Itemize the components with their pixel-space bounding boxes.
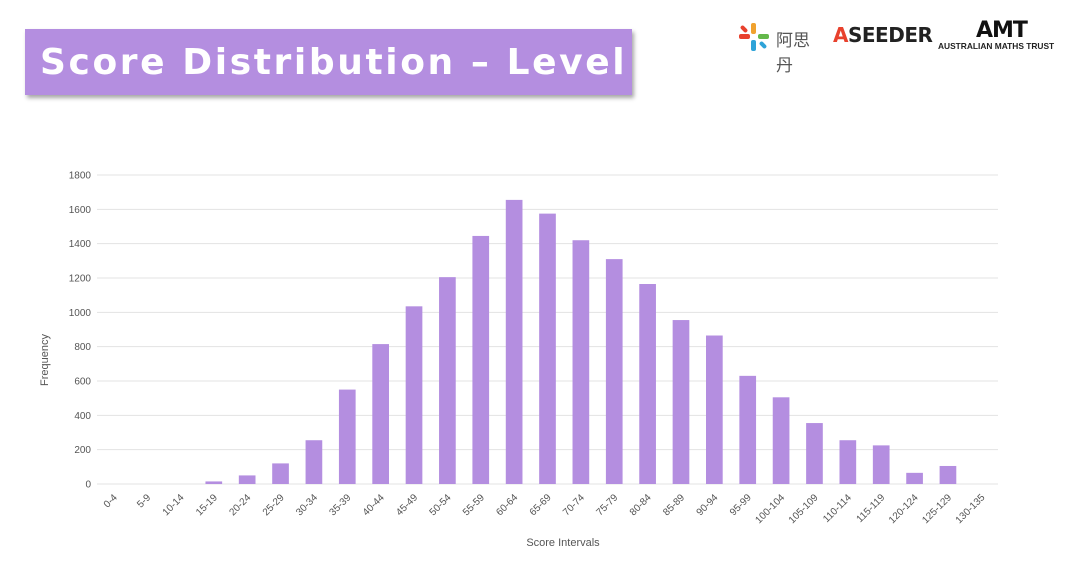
aseeder-logo: ASEEDER — [833, 23, 933, 47]
x-tick-label: 5-9 — [135, 492, 153, 510]
x-tick-label: 60-64 — [494, 492, 520, 518]
bar-80-84 — [639, 284, 656, 484]
x-tick-label: 15-19 — [194, 492, 220, 518]
bar-20-24 — [238, 475, 256, 484]
y-tick-label: 800 — [74, 342, 91, 353]
x-tick-label: 65-69 — [528, 492, 554, 518]
y-tick-label: 0 — [85, 480, 91, 491]
bar-50-54 — [439, 277, 456, 484]
x-tick-label: 130-135 — [954, 492, 988, 526]
y-tick-label: 400 — [74, 411, 91, 422]
bar-110-114 — [839, 440, 857, 484]
x-tick-label: 50-54 — [428, 492, 454, 518]
bar-60-64 — [505, 199, 523, 484]
x-tick-label: 105-109 — [787, 492, 821, 526]
x-tick-label: 25-29 — [261, 492, 287, 518]
bar-70-74 — [572, 240, 590, 484]
bar-125-129 — [939, 465, 957, 484]
x-tick-label: 90-94 — [695, 492, 721, 518]
amt-logo-text: AUSTRALIAN MATHS TRUST — [938, 41, 1055, 51]
bar-15-19 — [205, 481, 223, 484]
y-axis-title: Frequency — [39, 334, 51, 386]
bar-120-124 — [906, 472, 923, 484]
y-tick-label: 1000 — [69, 308, 92, 319]
x-tick-label: 110-114 — [821, 492, 854, 525]
x-axis-title: Score Intervals — [526, 537, 600, 549]
bar-35-39 — [338, 389, 356, 484]
sidan-logo-text: 阿思丹 — [776, 31, 810, 76]
title-banner: Score Distribution – Level D — [25, 29, 672, 95]
logo-group: 阿思丹 ASEEDER AMT AUSTRALIAN MATHS TRUST — [736, 18, 1076, 76]
x-tick-label: 45-49 — [394, 492, 420, 518]
x-tick-label: 80-84 — [628, 492, 654, 518]
y-tick-label: 1200 — [69, 274, 92, 285]
x-tick-label: 95-99 — [728, 492, 754, 518]
bar-40-44 — [372, 344, 389, 484]
x-tick-label: 35-39 — [328, 492, 354, 518]
x-tick-label: 70-74 — [561, 492, 587, 518]
sidan-flower-icon — [739, 23, 769, 51]
amt-logo-mark: AMT — [976, 18, 1028, 43]
bar-85-89 — [672, 320, 690, 484]
x-tick-label: 115-119 — [855, 492, 888, 525]
x-tick-label: 125-129 — [920, 492, 954, 526]
bar-75-79 — [605, 259, 623, 484]
x-tick-label: 100-104 — [753, 492, 787, 526]
x-tick-label: 75-79 — [594, 492, 620, 518]
chart-bars — [205, 199, 957, 484]
x-tick-label: 120-124 — [887, 492, 921, 526]
bar-45-49 — [405, 306, 423, 484]
x-tick-label: 30-34 — [294, 492, 320, 518]
bar-65-69 — [539, 213, 556, 484]
x-axis-ticks: 0-4 5-9 10-14 15-19 20-24 25-29 30-34 35-39 40-4… — [102, 492, 988, 526]
page-title: Score Distribution – Level D — [40, 41, 675, 83]
sidan-logo: 阿思丹 — [736, 20, 826, 76]
aseeder-logo-text: SEEDER — [847, 23, 933, 47]
y-tick-label: 1600 — [69, 205, 92, 216]
bar-55-59 — [472, 235, 490, 484]
x-tick-label: 85-89 — [661, 492, 687, 518]
y-tick-label: 1800 — [69, 171, 92, 182]
bar-100-104 — [772, 397, 790, 484]
x-tick-label: 10-14 — [161, 492, 187, 518]
x-tick-label: 55-59 — [461, 492, 487, 518]
y-axis-ticks: 0 200 400 600 800 1000 1200 1400 1600 1800 — [69, 171, 92, 491]
bar-90-94 — [706, 335, 723, 484]
y-tick-label: 1400 — [69, 239, 92, 250]
y-tick-label: 200 — [74, 445, 91, 456]
x-tick-label: 40-44 — [361, 492, 387, 518]
bar-115-119 — [872, 445, 890, 484]
bar-25-29 — [272, 463, 289, 484]
aseeder-a-icon: A — [833, 23, 848, 47]
x-tick-label: 20-24 — [227, 492, 253, 518]
amt-logo: AMT AUSTRALIAN MATHS TRUST — [938, 18, 1073, 54]
y-tick-label: 600 — [74, 377, 91, 388]
bar-30-34 — [305, 440, 323, 484]
bar-95-99 — [739, 375, 757, 484]
x-tick-label: 0-4 — [102, 492, 120, 510]
bar-105-109 — [806, 423, 823, 484]
